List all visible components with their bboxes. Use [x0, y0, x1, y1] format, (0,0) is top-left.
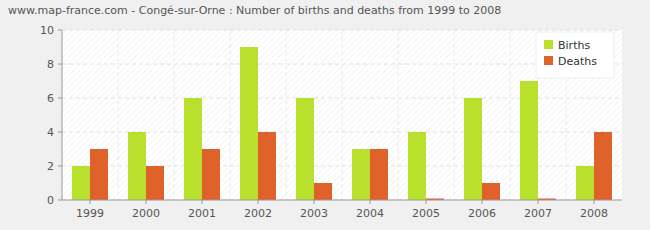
title: www.map-france.com - Congé-sur-Orne : Nu… — [8, 4, 501, 17]
y-tick-label: 2 — [47, 160, 54, 173]
y-tick-label: 10 — [40, 24, 54, 37]
plot-area — [62, 30, 622, 200]
x-tick-label: 2007 — [524, 207, 552, 220]
bar — [576, 166, 594, 200]
x-axis — [62, 200, 622, 201]
legend-box — [536, 32, 614, 78]
background — [0, 0, 650, 230]
y-tick-label: 8 — [47, 58, 54, 71]
grid-line — [62, 200, 622, 201]
x-tick-label: 2008 — [580, 207, 608, 220]
x-tick-label: 2006 — [468, 207, 496, 220]
x-tick — [538, 200, 539, 204]
bar — [146, 166, 164, 200]
bar — [258, 132, 276, 200]
bar — [370, 149, 388, 200]
x-tick — [482, 200, 483, 204]
bar — [72, 166, 90, 200]
bar — [408, 132, 426, 200]
grid-line-v — [174, 30, 175, 200]
bar — [240, 47, 258, 200]
x-tick-label: 2001 — [188, 207, 216, 220]
y-axis — [62, 30, 63, 200]
bar — [464, 98, 482, 200]
grid-line-v — [342, 30, 343, 200]
bar — [314, 183, 332, 200]
bar — [594, 132, 612, 200]
y-tick — [58, 30, 62, 31]
grid-line-v — [454, 30, 455, 200]
bar — [352, 149, 370, 200]
x-tick — [370, 200, 371, 204]
bar — [520, 81, 538, 200]
bar — [128, 132, 146, 200]
y-tick — [58, 132, 62, 133]
bars — [72, 47, 612, 200]
x-tick — [594, 200, 595, 204]
y-tick-label: 4 — [47, 126, 54, 139]
y-tick-label: 6 — [47, 92, 54, 105]
legend-label: Deaths — [558, 55, 597, 68]
grid-line-v — [398, 30, 399, 200]
grid-line-v — [118, 30, 119, 200]
x-tick-label: 2002 — [244, 207, 272, 220]
grid-line-v — [286, 30, 287, 200]
y-tick — [58, 64, 62, 65]
x-tick-label: 2000 — [132, 207, 160, 220]
legend-swatch — [544, 56, 553, 65]
y-tick — [58, 98, 62, 99]
y-tick — [58, 200, 62, 201]
x-tick — [426, 200, 427, 204]
x-tick-label: 2004 — [356, 207, 384, 220]
y-tick-label: 0 — [47, 194, 54, 207]
y-tick — [58, 166, 62, 167]
bar — [184, 98, 202, 200]
bar — [202, 149, 220, 200]
grid-line-v — [230, 30, 231, 200]
grid-line-v — [510, 30, 511, 200]
x-tick-label: 1999 — [76, 207, 104, 220]
x-tick — [146, 200, 147, 204]
bar — [296, 98, 314, 200]
x-tick — [314, 200, 315, 204]
x-tick-label: 2005 — [412, 207, 440, 220]
x-tick — [90, 200, 91, 204]
x-tick — [202, 200, 203, 204]
x-tick — [258, 200, 259, 204]
bar — [90, 149, 108, 200]
bar — [482, 183, 500, 200]
legend-swatch — [544, 40, 553, 49]
x-tick-label: 2003 — [300, 207, 328, 220]
legend-label: Births — [558, 39, 590, 52]
